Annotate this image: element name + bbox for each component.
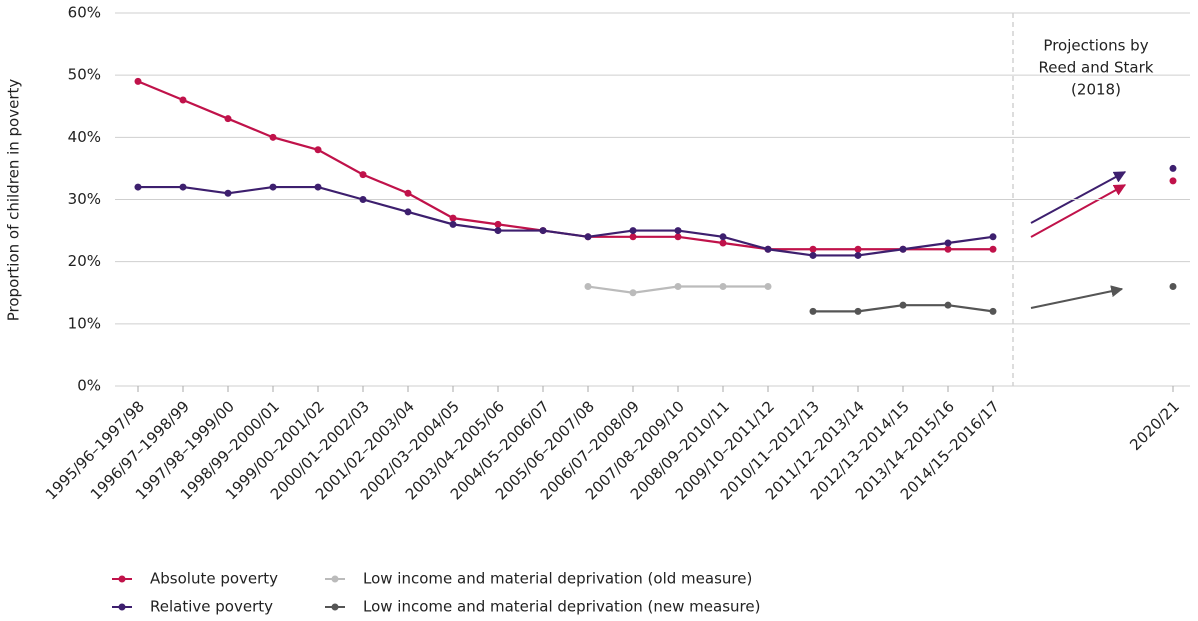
point (1169, 164, 1177, 172)
point (494, 220, 502, 228)
point (224, 189, 232, 197)
point (944, 245, 952, 253)
y-tick-label: 50% (68, 66, 101, 84)
point (584, 283, 592, 291)
annotation-line: Projections by (1043, 37, 1148, 55)
legend-label: Low income and material deprivation (old… (363, 570, 752, 588)
point (809, 251, 817, 259)
point (1169, 283, 1177, 291)
point (674, 227, 682, 235)
point (809, 245, 817, 253)
point (584, 233, 592, 241)
point (224, 115, 232, 123)
legend-marker (118, 575, 126, 583)
point (179, 183, 187, 191)
point (719, 239, 727, 247)
projection-arrow (1030, 171, 1127, 224)
point (1169, 177, 1177, 185)
x-tick-label: 2020/21 (1126, 397, 1183, 454)
legend-label: Low income and material deprivation (new… (363, 598, 760, 616)
legend-marker (331, 603, 339, 611)
point (134, 77, 142, 85)
projection-arrow (1030, 184, 1127, 238)
legend-label: Relative poverty (150, 598, 273, 616)
legend-label: Absolute poverty (150, 570, 278, 588)
point (854, 251, 862, 259)
point (989, 233, 997, 241)
point (629, 233, 637, 241)
point (854, 307, 862, 315)
point (899, 245, 907, 253)
point (494, 227, 502, 235)
point (629, 289, 637, 297)
y-tick-label: 0% (77, 377, 101, 395)
y-tick-label: 30% (68, 190, 101, 208)
y-tick-label: 60% (68, 4, 101, 22)
point (449, 214, 457, 222)
y-tick-label: 20% (68, 252, 101, 270)
annotation-line: Reed and Stark (1039, 59, 1154, 77)
point (719, 233, 727, 241)
annotation-line: (2018) (1071, 81, 1121, 99)
point (809, 307, 817, 315)
point (854, 245, 862, 253)
legend-marker (118, 603, 126, 611)
point (674, 233, 682, 241)
point (989, 245, 997, 253)
point (179, 96, 187, 104)
annotation: Projections by Reed and Stark (2018) (1039, 37, 1154, 99)
y-tick-label: 40% (68, 128, 101, 146)
point (539, 227, 547, 235)
point (989, 307, 997, 315)
point (359, 196, 367, 203)
point (269, 183, 277, 191)
point (629, 227, 637, 235)
point (674, 283, 682, 291)
point (764, 283, 772, 291)
point (944, 239, 952, 247)
y-tick-label: 10% (68, 314, 101, 332)
series-line (137, 80, 993, 251)
point (449, 220, 457, 228)
projection-arrow (1030, 285, 1124, 309)
series-line (138, 185, 994, 257)
y-axis-label: Proportion of children in poverty (5, 79, 23, 322)
point (719, 283, 727, 291)
point (404, 189, 412, 197)
point (944, 301, 952, 309)
point (404, 208, 412, 216)
point (359, 171, 367, 179)
point (764, 245, 772, 253)
point (314, 146, 322, 154)
legend-marker (331, 575, 339, 583)
point (899, 301, 907, 309)
point (269, 133, 277, 141)
point (134, 183, 142, 191)
point (314, 183, 322, 191)
